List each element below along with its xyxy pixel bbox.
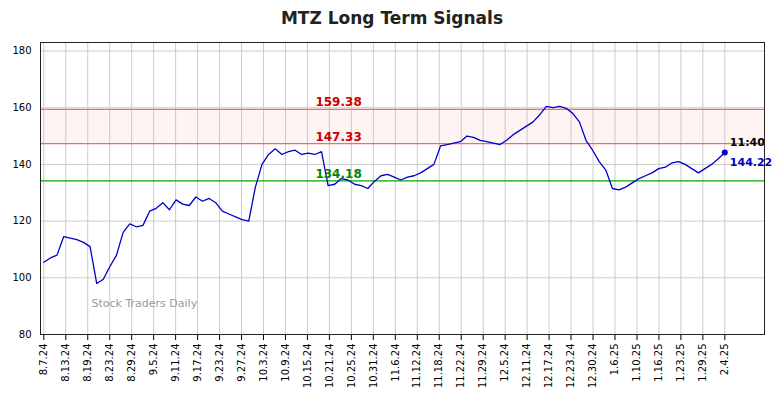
svg-text:1.6.25: 1.6.25 xyxy=(609,344,620,376)
svg-text:2.4.25: 2.4.25 xyxy=(719,344,730,376)
svg-text:1.16.25: 1.16.25 xyxy=(653,344,664,382)
svg-text:12.17.24: 12.17.24 xyxy=(543,344,554,389)
svg-text:1.10.25: 1.10.25 xyxy=(631,344,642,382)
svg-text:180: 180 xyxy=(12,45,31,56)
svg-text:8.29.24: 8.29.24 xyxy=(126,344,137,382)
svg-text:147.33: 147.33 xyxy=(315,130,361,144)
svg-text:9.27.24: 9.27.24 xyxy=(236,344,247,382)
svg-text:11:40: 11:40 xyxy=(730,136,765,149)
svg-text:11.29.24: 11.29.24 xyxy=(477,344,488,389)
svg-text:1.29.25: 1.29.25 xyxy=(697,344,708,382)
svg-text:80: 80 xyxy=(19,329,32,340)
svg-text:12.11.24: 12.11.24 xyxy=(521,344,532,389)
svg-text:10.31.24: 10.31.24 xyxy=(368,344,379,389)
svg-text:144.22: 144.22 xyxy=(730,156,772,169)
svg-text:12.30.24: 12.30.24 xyxy=(587,344,598,389)
svg-text:134.18: 134.18 xyxy=(315,167,361,181)
svg-text:100: 100 xyxy=(12,272,31,283)
svg-text:140: 140 xyxy=(12,159,31,170)
svg-text:9.11.24: 9.11.24 xyxy=(170,344,181,382)
svg-text:10.25.24: 10.25.24 xyxy=(346,344,357,389)
svg-text:10.21.24: 10.21.24 xyxy=(324,344,335,389)
svg-text:8.23.24: 8.23.24 xyxy=(104,344,115,382)
svg-text:12.23.24: 12.23.24 xyxy=(565,344,576,389)
svg-text:159.38: 159.38 xyxy=(315,95,361,109)
svg-text:9.23.24: 9.23.24 xyxy=(214,344,225,382)
svg-text:120: 120 xyxy=(12,215,31,226)
svg-text:Stock Traders Daily: Stock Traders Daily xyxy=(92,297,198,310)
svg-text:1.23.25: 1.23.25 xyxy=(675,344,686,382)
svg-text:11.12.24: 11.12.24 xyxy=(411,344,422,389)
svg-text:9.5.24: 9.5.24 xyxy=(148,344,159,376)
svg-text:10.3.24: 10.3.24 xyxy=(258,344,269,382)
svg-text:160: 160 xyxy=(12,102,31,113)
svg-text:10.9.24: 10.9.24 xyxy=(280,344,291,382)
svg-text:10.15.24: 10.15.24 xyxy=(302,344,313,389)
svg-text:8.19.24: 8.19.24 xyxy=(82,344,93,382)
svg-text:11.6.24: 11.6.24 xyxy=(390,344,401,382)
html-text:MTZ Long Term Signals: MTZ Long Term Signals xyxy=(280,8,503,28)
svg-text:8.13.24: 8.13.24 xyxy=(60,344,71,382)
svg-text:11.18.24: 11.18.24 xyxy=(433,344,444,389)
svg-text:8.7.24: 8.7.24 xyxy=(38,344,49,376)
svg-text:11.22.24: 11.22.24 xyxy=(455,344,466,389)
svg-text:9.17.24: 9.17.24 xyxy=(192,344,203,382)
svg-text:12.5.24: 12.5.24 xyxy=(499,344,510,382)
